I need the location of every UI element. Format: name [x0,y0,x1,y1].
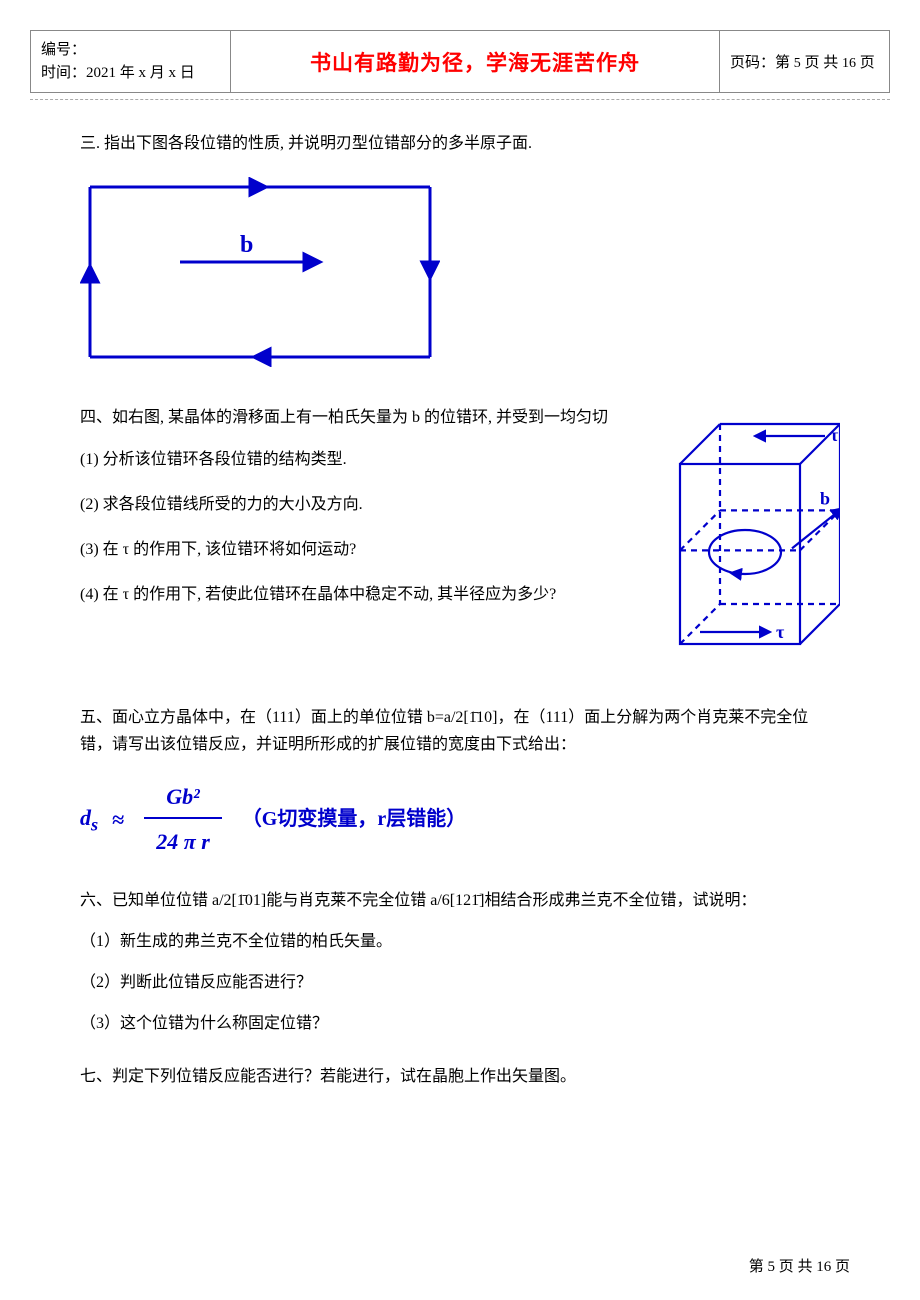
page-label-prefix: 页码：第 [730,55,794,71]
section5-idx1: 1̄10 [469,709,492,726]
section6-item-1: （1）新生成的弗兰克不全位错的柏氏矢量。 [80,928,840,955]
formula-den: 24 π r [144,817,222,860]
formula-num: Gb² [154,778,211,817]
formula-note: （G切变摸量，r层错能） [242,802,466,836]
header-table: 编号： 时间：2021 年 x 月 x 日 书山有路勤为径，学海无涯苦作舟 页码… [30,30,890,93]
page-current: 5 [794,56,801,71]
section4-diagram: τ τ b [660,404,840,673]
doc-date: 时间：2021 年 x 月 x 日 [41,62,220,85]
formula-lhs: ds [80,799,98,841]
footer-suffix: 页 [831,1259,850,1275]
footer-prefix: 第 [749,1259,768,1275]
footer-page: 第 5 页 共 16 页 [749,1255,850,1276]
section5-formula: ds ≈ Gb² 24 π r （G切变摸量，r层错能） [80,778,840,861]
formula-fraction: Gb² 24 π r [144,778,222,861]
svg-text:b: b [240,232,253,258]
header-motto: 书山有路勤为径，学海无涯苦作舟 [231,31,720,93]
section7-title: 七、判定下列位错反应能否进行？若能进行，试在晶胞上作出矢量图。 [80,1063,840,1090]
svg-text:τ: τ [830,425,839,445]
footer-mid: 页 共 [775,1259,816,1275]
section3-title: 三. 指出下图各段位错的性质, 并说明刃型位错部分的多半原子面. [80,130,840,157]
page-suffix: 页 [856,55,875,71]
section6-item-3: （3）这个位错为什么称固定位错？ [80,1010,840,1037]
section5-title: 五、面心立方晶体中，在（111）面上的单位位错 b=a/2[1̄10]，在（11… [80,704,840,758]
section6-pre: 六、已知单位位错 a/2[ [80,892,237,909]
page-total: 16 [842,56,856,71]
section6-mid: ]能与肖克莱不完全位错 a/6[12 [261,892,471,909]
section4-block: ττb 四、如右图, 某晶体的滑移面上有一柏氏矢量为 b 的位错环, 并受到一均… [80,404,840,683]
svg-text:b: b [820,489,830,509]
formula-approx: ≈ [112,801,124,838]
section6-post: ]相结合形成弗兰克不全位错，试说明： [479,892,756,909]
svg-text:τ: τ [776,622,785,642]
footer-current: 5 [767,1259,775,1275]
doc-number: 编号： [41,39,220,62]
header-page-cell: 页码：第 5 页 共 16 页 [720,31,890,93]
footer-total: 16 [816,1259,831,1275]
header-divider [30,99,890,100]
section6-item-2: （2）判断此位错反应能否进行？ [80,969,840,996]
section6-idx1: 1̄01 [237,892,261,909]
section6-title: 六、已知单位位错 a/2[1̄01]能与肖克莱不完全位错 a/6[121̄]相结… [80,887,840,914]
section6-idx2: 1̄ [471,892,479,909]
section3-diagram: b [80,177,840,376]
section5-pre: 五、面心立方晶体中，在（111）面上的单位位错 b=a/2[ [80,709,469,726]
content-area: 三. 指出下图各段位错的性质, 并说明刃型位错部分的多半原子面. b ττb 四… [30,130,890,1091]
page-mid: 页 共 [801,55,842,71]
header-left-cell: 编号： 时间：2021 年 x 月 x 日 [31,31,231,93]
